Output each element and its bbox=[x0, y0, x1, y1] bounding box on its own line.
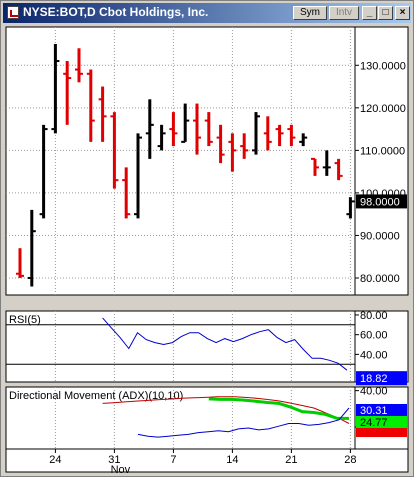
price-y-tick-label: 90.0000 bbox=[360, 230, 400, 242]
ohlc-bar bbox=[263, 116, 272, 151]
price-y-tick-label: 110.0000 bbox=[360, 145, 405, 157]
price-panel bbox=[5, 26, 409, 296]
ohlc-bar bbox=[334, 158, 343, 181]
ohlc-bar bbox=[346, 197, 355, 219]
ohlc-bar bbox=[216, 124, 225, 164]
rsi-value-label: 18.82 bbox=[360, 373, 388, 385]
ohlc-bar bbox=[275, 124, 284, 147]
ohlc-bar bbox=[51, 44, 60, 134]
ohlc-bar bbox=[145, 99, 154, 159]
ohlc-bar bbox=[110, 112, 119, 189]
adx-minus-di-badge bbox=[356, 404, 407, 416]
x-tick-label: 31 bbox=[108, 454, 120, 466]
minimize-button[interactable]: _ bbox=[362, 6, 377, 20]
rsi-y-tick-label: 40.00 bbox=[360, 349, 388, 361]
ohlc-bar bbox=[311, 157, 319, 176]
ohlc-bar bbox=[86, 69, 95, 142]
ohlc-bar bbox=[134, 133, 142, 219]
close-button[interactable]: × bbox=[395, 6, 410, 20]
x-tick-label: 21 bbox=[285, 454, 297, 466]
rsi-y-tick-label: 60.00 bbox=[360, 330, 388, 342]
x-tick-label: 28 bbox=[344, 454, 356, 466]
ohlc-bar bbox=[322, 150, 331, 176]
price-y-tick-label: 120.0000 bbox=[360, 103, 406, 115]
last-price-badge bbox=[356, 194, 407, 209]
price-y-tick-label: 80.0000 bbox=[360, 273, 400, 285]
ohlc-bar bbox=[98, 86, 107, 142]
ohlc-bar bbox=[240, 133, 249, 159]
x-tick-label: 14 bbox=[226, 454, 238, 466]
x-tick-label: 7 bbox=[170, 454, 176, 466]
ohlc-bar bbox=[204, 112, 213, 147]
x-tick-label: 24 bbox=[49, 454, 61, 466]
rsi-line bbox=[102, 317, 348, 371]
adx-line bbox=[102, 396, 350, 424]
minus-di-line bbox=[137, 407, 350, 438]
rsi-value-badge bbox=[356, 371, 407, 386]
adx-y-tick-label: 40.00 bbox=[360, 386, 388, 398]
ohlc-bar bbox=[169, 112, 178, 147]
last-price-label: 98.0000 bbox=[360, 196, 400, 208]
adx-line-badge bbox=[356, 428, 407, 437]
ohlc-bar bbox=[252, 112, 260, 155]
ohlc-bar bbox=[122, 167, 131, 219]
plus-di-line bbox=[208, 397, 349, 420]
price-y-tick-label: 130.0000 bbox=[360, 60, 406, 72]
x-axis-strip bbox=[5, 448, 409, 473]
ohlc-bar bbox=[287, 124, 296, 147]
ohlc-bar bbox=[181, 103, 190, 143]
ohlc-bar bbox=[193, 103, 201, 155]
ohlc-bar bbox=[63, 61, 72, 125]
rsi-y-tick-label: 80.00 bbox=[360, 310, 388, 322]
x-tick-sublabel: Nov bbox=[111, 464, 131, 474]
adx-minus-di-value: 30.31 bbox=[360, 405, 388, 417]
chart-app-icon bbox=[7, 6, 19, 19]
title-bar: NYSE:BOT,D Cbot Holdings, Inc. Sym Intv … bbox=[3, 3, 411, 23]
ohlc-bar bbox=[39, 124, 48, 219]
rsi-panel bbox=[5, 310, 409, 383]
ohlc-bar bbox=[75, 48, 83, 83]
chart-area[interactable]: 130.0000120.0000110.0000100.000090.00008… bbox=[3, 24, 411, 474]
symbol-button[interactable]: Sym bbox=[293, 6, 327, 20]
maximize-button[interactable]: □ bbox=[378, 6, 393, 20]
ohlc-bar bbox=[16, 248, 24, 278]
ohlc-bar bbox=[157, 124, 166, 151]
window-title: NYSE:BOT,D Cbot Holdings, Inc. bbox=[23, 5, 209, 19]
interval-button[interactable]: Intv bbox=[329, 6, 359, 20]
ohlc-bar bbox=[299, 133, 308, 147]
adx-title: Directional Movement (ADX)(10,10) bbox=[9, 390, 183, 402]
adx-plus-di-value: 24.77 bbox=[360, 417, 388, 429]
adx-plus-di-badge bbox=[356, 416, 407, 428]
ohlc-bar bbox=[228, 133, 237, 172]
rsi-title: RSI(5) bbox=[9, 314, 41, 326]
ohlc-bar bbox=[27, 209, 36, 287]
